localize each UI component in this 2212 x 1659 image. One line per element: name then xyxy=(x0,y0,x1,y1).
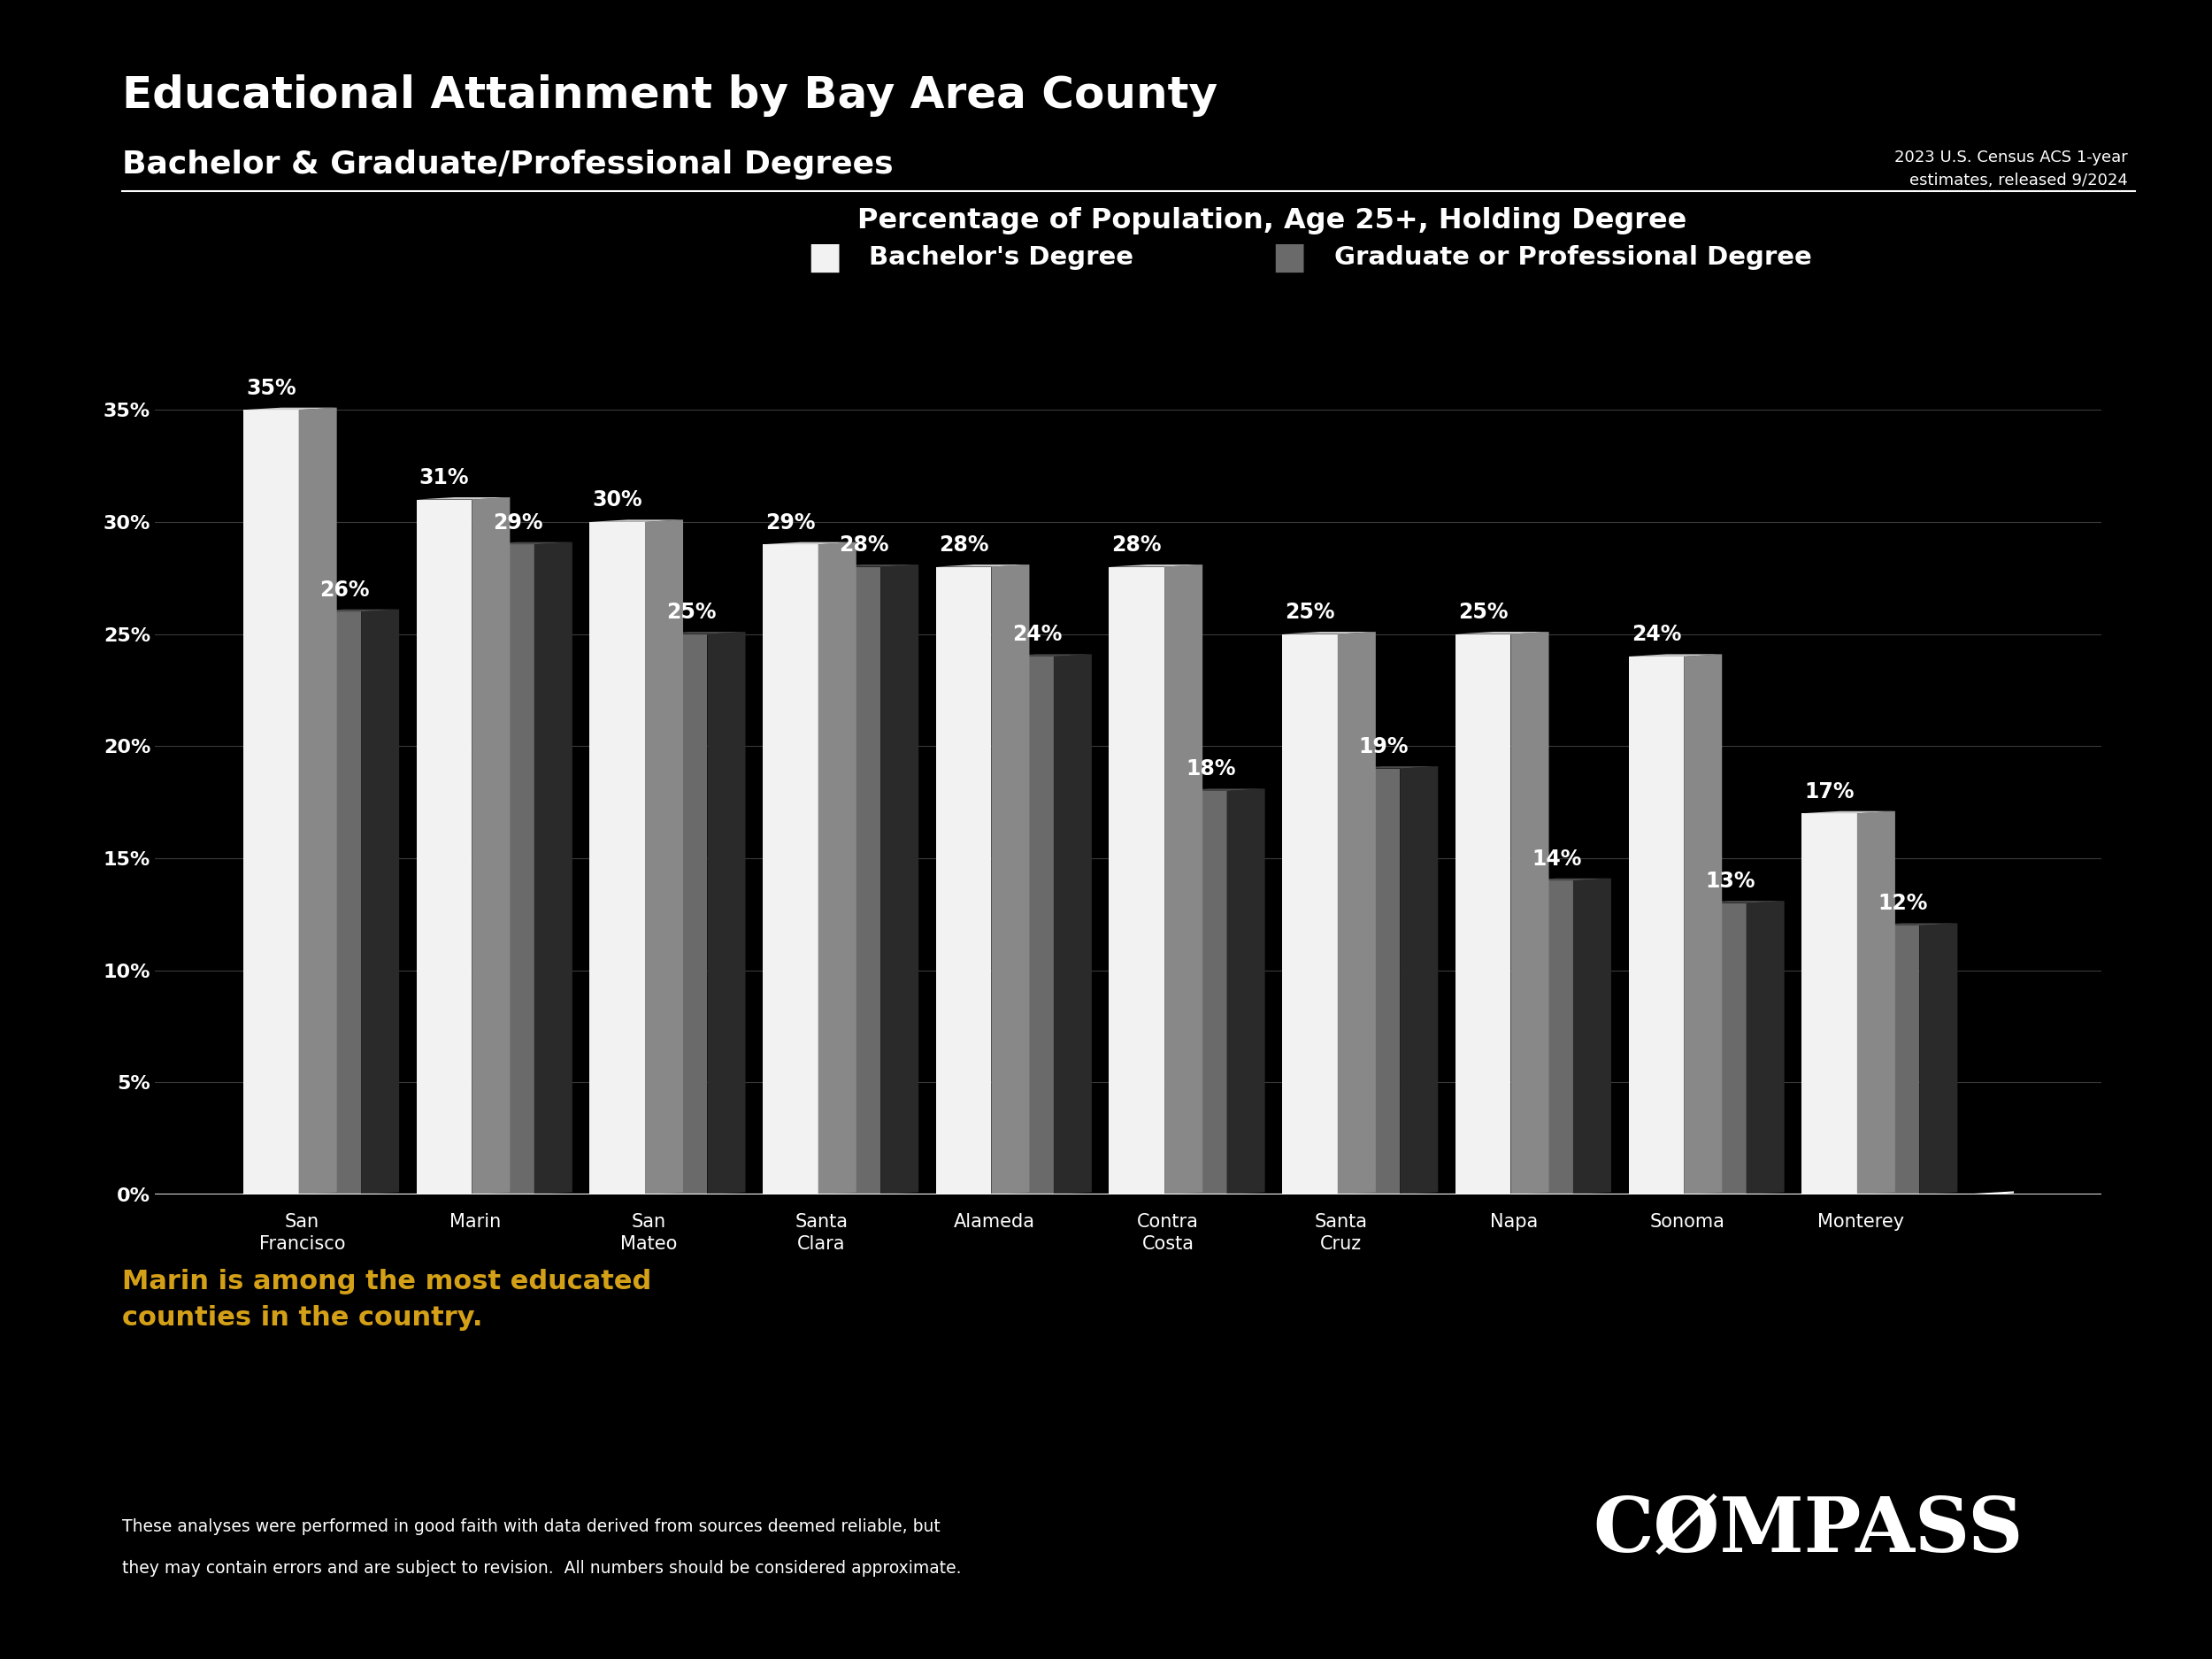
Bar xyxy=(1172,791,1228,1194)
Polygon shape xyxy=(1573,878,1610,1194)
Polygon shape xyxy=(1338,632,1376,1194)
Text: 26%: 26% xyxy=(321,579,369,601)
Polygon shape xyxy=(646,519,684,1194)
Text: 17%: 17% xyxy=(1805,781,1854,803)
Text: 29%: 29% xyxy=(765,513,816,533)
Text: 25%: 25% xyxy=(1285,602,1334,622)
Polygon shape xyxy=(1511,632,1548,1194)
Polygon shape xyxy=(471,498,511,1194)
Bar xyxy=(243,410,299,1194)
Polygon shape xyxy=(1053,654,1093,1194)
Polygon shape xyxy=(1345,766,1438,768)
Bar xyxy=(1345,768,1400,1194)
Polygon shape xyxy=(1745,901,1785,1194)
Polygon shape xyxy=(1683,654,1721,1194)
Text: 25%: 25% xyxy=(666,602,717,622)
Polygon shape xyxy=(1628,654,1721,657)
Polygon shape xyxy=(416,498,511,499)
Text: Bachelor's Degree: Bachelor's Degree xyxy=(869,246,1135,269)
Text: 18%: 18% xyxy=(1186,758,1237,780)
Polygon shape xyxy=(825,564,918,567)
Polygon shape xyxy=(998,654,1093,657)
Text: they may contain errors and are subject to revision.  All numbers should be cons: they may contain errors and are subject … xyxy=(122,1559,960,1576)
Text: Graduate or Professional Degree: Graduate or Professional Degree xyxy=(1334,246,1812,269)
Text: 25%: 25% xyxy=(1458,602,1509,622)
Polygon shape xyxy=(1455,632,1548,634)
Bar xyxy=(1108,567,1164,1194)
Text: ■: ■ xyxy=(1272,239,1307,275)
Bar xyxy=(1628,657,1683,1194)
Polygon shape xyxy=(243,408,336,410)
Polygon shape xyxy=(991,564,1029,1194)
Text: Bachelor & Graduate/Professional Degrees: Bachelor & Graduate/Professional Degrees xyxy=(122,149,894,179)
Polygon shape xyxy=(880,564,918,1194)
Text: 29%: 29% xyxy=(493,513,542,533)
Bar xyxy=(1690,902,1745,1194)
Text: ■: ■ xyxy=(807,239,843,275)
Polygon shape xyxy=(1400,766,1438,1194)
Polygon shape xyxy=(708,632,745,1194)
Text: 31%: 31% xyxy=(420,468,469,488)
Polygon shape xyxy=(535,542,573,1194)
Bar xyxy=(1517,881,1573,1194)
Polygon shape xyxy=(763,542,856,544)
Text: 2023 U.S. Census ACS 1-year
estimates, released 9/2024: 2023 U.S. Census ACS 1-year estimates, r… xyxy=(1893,149,2128,189)
Text: 30%: 30% xyxy=(593,489,641,511)
Polygon shape xyxy=(1803,811,1896,813)
Text: 28%: 28% xyxy=(938,534,989,556)
Polygon shape xyxy=(1517,878,1610,881)
Polygon shape xyxy=(1920,922,1958,1194)
Polygon shape xyxy=(1164,564,1203,1194)
Polygon shape xyxy=(478,542,573,544)
Bar xyxy=(591,523,646,1194)
Text: Marin is among the most educated
counties in the country.: Marin is among the most educated countie… xyxy=(122,1269,650,1331)
Bar xyxy=(1455,634,1511,1194)
Polygon shape xyxy=(1690,901,1785,902)
Text: 19%: 19% xyxy=(1358,737,1409,757)
Polygon shape xyxy=(653,632,745,634)
Polygon shape xyxy=(818,542,856,1194)
Polygon shape xyxy=(1172,788,1265,791)
Bar xyxy=(1283,634,1338,1194)
Bar xyxy=(416,499,471,1194)
Bar xyxy=(478,544,535,1194)
Text: 24%: 24% xyxy=(1013,624,1062,645)
Bar xyxy=(1865,926,1920,1194)
Bar xyxy=(936,567,991,1194)
Polygon shape xyxy=(1228,788,1265,1194)
Text: 13%: 13% xyxy=(1705,871,1754,893)
Text: These analyses were performed in good faith with data derived from sources deeme: These analyses were performed in good fa… xyxy=(122,1518,940,1535)
Text: 12%: 12% xyxy=(1878,893,1929,914)
Text: Percentage of Population, Age 25+, Holding Degree: Percentage of Population, Age 25+, Holdi… xyxy=(858,207,1686,236)
Bar xyxy=(1803,813,1858,1194)
Text: 28%: 28% xyxy=(1113,534,1161,556)
Polygon shape xyxy=(1108,564,1203,567)
Text: 28%: 28% xyxy=(838,534,889,556)
Bar xyxy=(305,612,361,1194)
Polygon shape xyxy=(299,408,336,1194)
Bar xyxy=(653,634,708,1194)
Polygon shape xyxy=(936,564,1029,567)
Bar xyxy=(825,567,880,1194)
Text: 24%: 24% xyxy=(1630,624,1681,645)
Text: 14%: 14% xyxy=(1533,848,1582,869)
Polygon shape xyxy=(591,519,684,523)
Text: Educational Attainment by Bay Area County: Educational Attainment by Bay Area Count… xyxy=(122,75,1217,118)
Polygon shape xyxy=(1865,922,1958,926)
Polygon shape xyxy=(1283,632,1376,634)
Bar xyxy=(998,657,1053,1194)
Polygon shape xyxy=(361,609,398,1194)
Polygon shape xyxy=(1858,811,1896,1194)
Polygon shape xyxy=(305,609,398,612)
Bar xyxy=(763,544,818,1194)
Text: CØMPASS: CØMPASS xyxy=(1593,1493,2024,1568)
Text: 35%: 35% xyxy=(246,377,296,398)
